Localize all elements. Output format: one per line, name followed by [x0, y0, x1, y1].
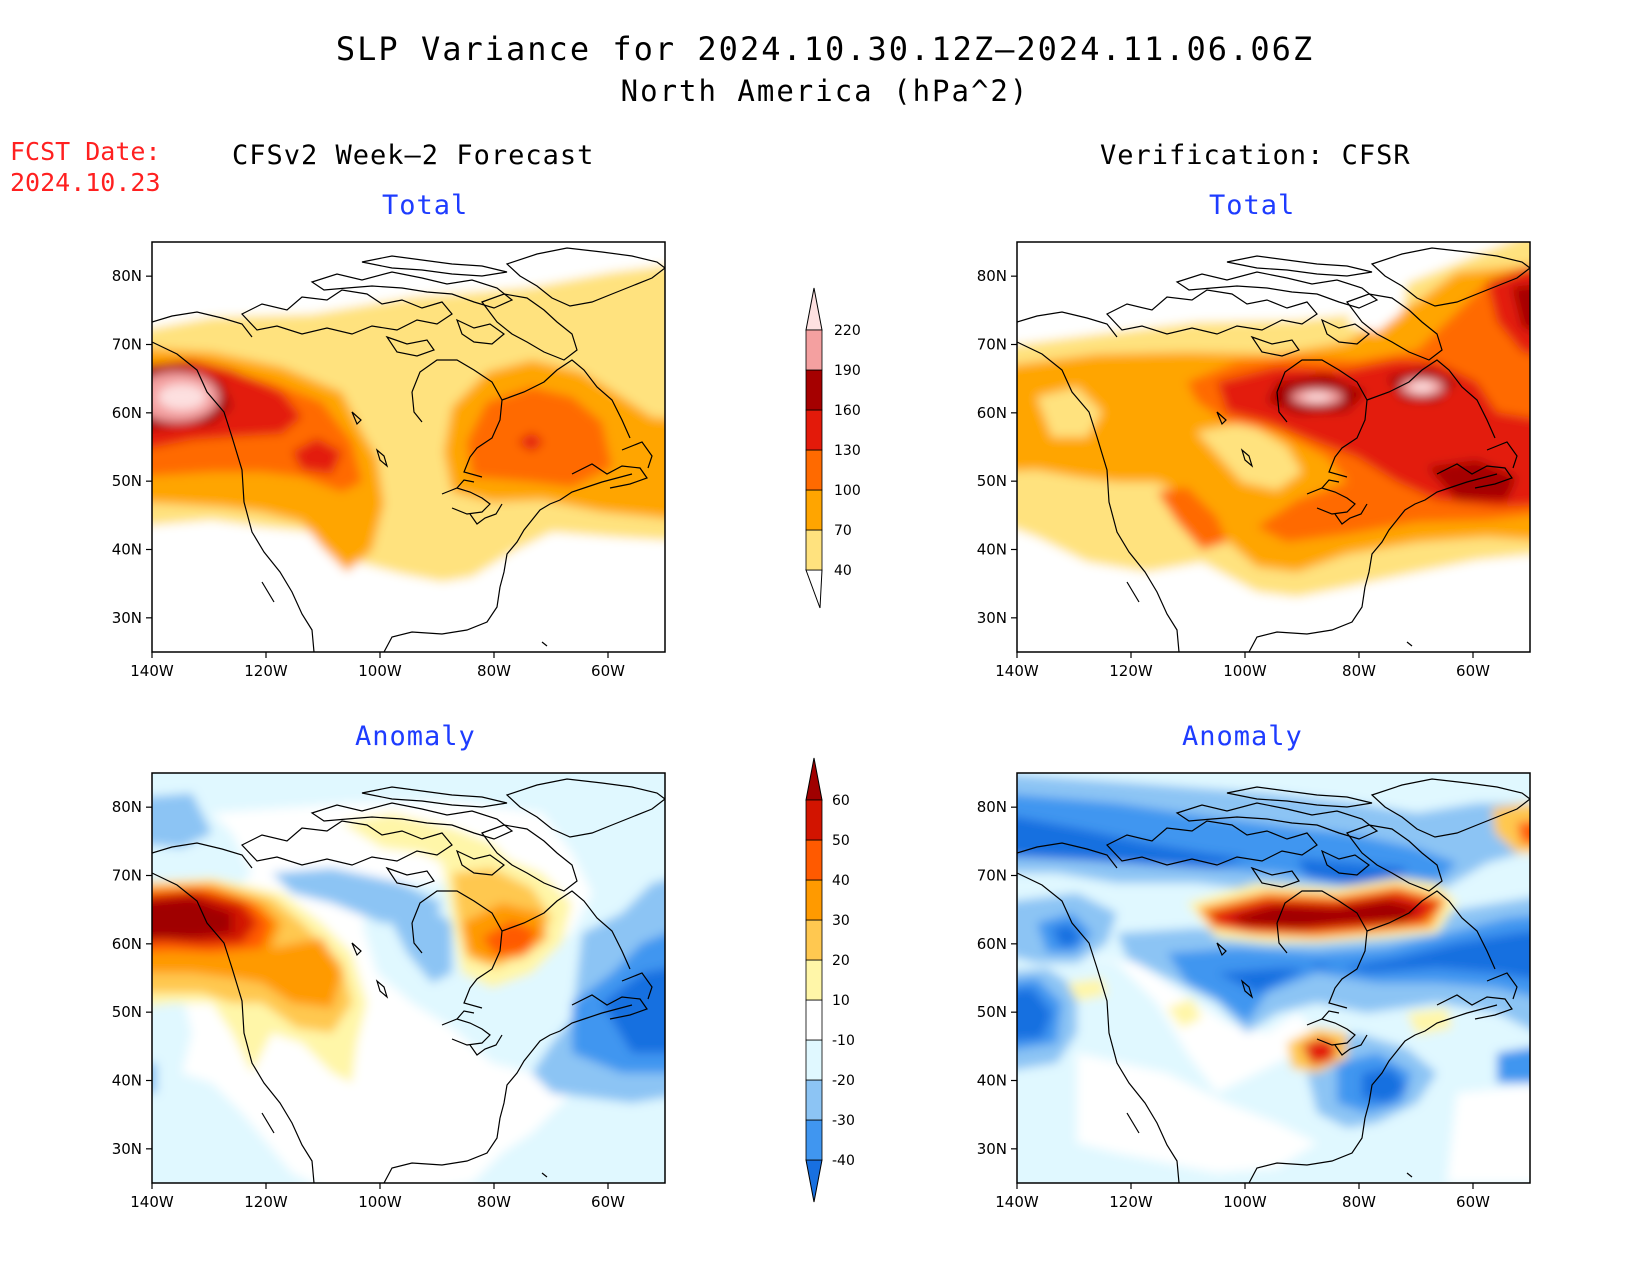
- forecast-date-value: 2024.10.23: [10, 168, 161, 197]
- verification-anomaly-lon-label: 80W: [1342, 1193, 1376, 1211]
- total-colorbar-label: 100: [834, 483, 861, 499]
- verification-anomaly-lat-label: 50N: [977, 1003, 1007, 1021]
- anomaly-colorbar-label: -40: [832, 1153, 855, 1169]
- anomaly-colorbar-label: 10: [832, 993, 850, 1009]
- anomaly-colorbar-swatch: [805, 1039, 823, 1081]
- anomaly-colorbar-label: 20: [832, 953, 850, 969]
- verification-anomaly-lat-label: 70N: [977, 867, 1007, 885]
- anomaly-colorbar-label: -20: [832, 1073, 855, 1089]
- forecast-anomaly-lon-label: 140W: [130, 1193, 174, 1211]
- verification-total-lat-label: 50N: [977, 472, 1007, 490]
- forecast-total-map: [151, 241, 666, 653]
- forecast-anomaly-lat-label: 50N: [112, 1003, 142, 1021]
- sub-title: North America (hPa^2): [620, 74, 1030, 108]
- verification-total-lat-label: 60N: [977, 404, 1007, 422]
- forecast-total-lat-label: 30N: [112, 609, 142, 627]
- verification-anomaly-map: [1016, 772, 1531, 1184]
- verification-anomaly-lon-label: 120W: [1109, 1193, 1153, 1211]
- forecast-total-lat-label: 50N: [112, 472, 142, 490]
- forecast-anomaly-lat-label: 80N: [112, 798, 142, 816]
- verification-total-title: Total: [1209, 190, 1296, 221]
- forecast-column-title: CFSv2 Week–2 Forecast: [232, 140, 595, 171]
- forecast-anomaly-lat-label: 60N: [112, 935, 142, 953]
- verification-total-map: [1016, 241, 1531, 653]
- verification-column-title: Verification: CFSR: [1100, 140, 1411, 171]
- verification-total-lat-label: 80N: [977, 267, 1007, 285]
- forecast-total-lat-label: 60N: [112, 404, 142, 422]
- forecast-date-caption: FCST Date:: [10, 137, 161, 166]
- anomaly-colorbar-swatch: [805, 919, 823, 961]
- forecast-anomaly-lon-label: 120W: [244, 1193, 288, 1211]
- verification-total-lat-label: 70N: [977, 336, 1007, 354]
- verification-total-lat-label: 30N: [977, 609, 1007, 627]
- total-colorbar-swatch: [805, 449, 823, 491]
- total-colorbar: 40 70 100 130 160 190 220: [805, 287, 861, 609]
- forecast-anomaly-lon-label: 100W: [358, 1193, 402, 1211]
- anomaly-colorbar-swatch: [805, 1119, 823, 1161]
- main-title: SLP Variance for 2024.10.30.12Z–2024.11.…: [335, 30, 1315, 68]
- verification-anomaly-lat-label: 30N: [977, 1140, 1007, 1158]
- forecast-total-lat-label: 80N: [112, 267, 142, 285]
- verification-total-lon-label: 100W: [1223, 662, 1267, 680]
- verification-anomaly-lat-label: 80N: [977, 798, 1007, 816]
- anomaly-colorbar-label: -30: [832, 1113, 855, 1129]
- verification-anomaly-lon-label: 60W: [1456, 1193, 1490, 1211]
- total-colorbar-label: 190: [834, 363, 861, 379]
- forecast-total-lon-label: 80W: [477, 662, 511, 680]
- forecast-anomaly-title: Anomaly: [355, 721, 476, 752]
- total-colorbar-swatch: [805, 409, 823, 451]
- anomaly-colorbar-swatch: [805, 839, 823, 881]
- forecast-anomaly-lon-label: 60W: [591, 1193, 625, 1211]
- forecast-anomaly-lat-label: 30N: [112, 1140, 142, 1158]
- verification-total-lon-label: 120W: [1109, 662, 1153, 680]
- verification-total-lon-label: 80W: [1342, 662, 1376, 680]
- anomaly-colorbar-label: 50: [832, 833, 850, 849]
- forecast-total-title: Total: [382, 190, 469, 221]
- anomaly-colorbar-lower-cap: [805, 1159, 823, 1203]
- anomaly-colorbar-swatch: [805, 999, 823, 1041]
- anomaly-colorbar-swatch: [805, 1079, 823, 1121]
- forecast-total-lon-label: 140W: [130, 662, 174, 680]
- anomaly-colorbar-label: 30: [832, 913, 850, 929]
- verification-total-lon-label: 140W: [995, 662, 1039, 680]
- anomaly-colorbar-label: 60: [832, 793, 850, 809]
- verification-anomaly-lat-label: 40N: [977, 1072, 1007, 1090]
- total-colorbar-swatch: [805, 329, 823, 371]
- forecast-total-lat-label: 70N: [112, 336, 142, 354]
- anomaly-colorbar-label: 40: [832, 873, 850, 889]
- anomaly-colorbar-swatch: [805, 799, 823, 841]
- anomaly-colorbar-upper-cap: [805, 757, 823, 801]
- forecast-anomaly-lat-label: 40N: [112, 1072, 142, 1090]
- verification-anomaly-lon-label: 100W: [1223, 1193, 1267, 1211]
- verification-anomaly-lat-label: 60N: [977, 935, 1007, 953]
- verification-anomaly-lon-label: 140W: [995, 1193, 1039, 1211]
- total-colorbar-upper-cap: [805, 287, 823, 331]
- total-colorbar-label: 130: [834, 443, 861, 459]
- total-colorbar-label: 70: [834, 523, 852, 539]
- total-colorbar-label: 40: [834, 563, 852, 579]
- total-colorbar-swatch: [805, 489, 823, 531]
- forecast-total-lon-label: 100W: [358, 662, 402, 680]
- anomaly-colorbar: -40 -30 -20 -10 10 20 30 40 50 60: [805, 757, 855, 1203]
- verification-total-lat-label: 40N: [977, 541, 1007, 559]
- forecast-total-lon-label: 120W: [244, 662, 288, 680]
- anomaly-colorbar-swatch: [805, 879, 823, 921]
- forecast-date-label: FCST Date: 2024.10.23: [10, 136, 161, 198]
- total-colorbar-lower-cap: [805, 569, 823, 609]
- anomaly-colorbar-label: -10: [832, 1033, 855, 1049]
- anomaly-colorbar-swatch: [805, 959, 823, 1001]
- forecast-total-lon-label: 60W: [591, 662, 625, 680]
- verification-total-lon-label: 60W: [1456, 662, 1490, 680]
- forecast-anomaly-lat-label: 70N: [112, 867, 142, 885]
- verification-anomaly-title: Anomaly: [1182, 721, 1303, 752]
- total-colorbar-label: 160: [834, 403, 861, 419]
- total-colorbar-label: 220: [834, 323, 861, 339]
- forecast-total-lat-label: 40N: [112, 541, 142, 559]
- total-colorbar-swatch: [805, 529, 823, 571]
- forecast-anomaly-map: [151, 772, 666, 1184]
- forecast-anomaly-lon-label: 80W: [477, 1193, 511, 1211]
- total-colorbar-swatch: [805, 369, 823, 411]
